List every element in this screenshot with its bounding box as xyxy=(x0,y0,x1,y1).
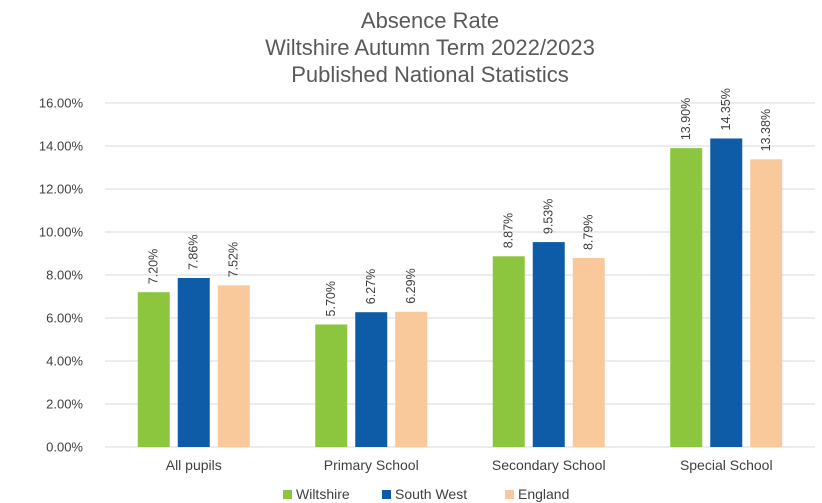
y-tick-label: 4.00% xyxy=(46,354,83,369)
y-tick-label: 14.00% xyxy=(39,139,84,154)
legend-swatch xyxy=(382,490,391,499)
y-tick-label: 12.00% xyxy=(39,182,84,197)
legend-label: South West xyxy=(395,486,467,502)
y-tick-label: 10.00% xyxy=(39,225,84,240)
data-label: 5.70% xyxy=(324,281,338,316)
data-label: 14.35% xyxy=(719,88,733,130)
y-axis-ticks: 0.00% 2.00% 4.00% 6.00% 8.00% 10.00% 12.00% 14.… xyxy=(39,96,84,455)
category-label: Primary School xyxy=(324,457,419,473)
data-labels: 7.20% 7.86% 7.52% 5.70% 6.27% 6.29% 8.87% 9.53%… xyxy=(147,88,774,316)
chart-title: Absence Rate Wiltshire Autumn Term 2022/… xyxy=(265,8,595,87)
legend-swatch xyxy=(283,490,292,499)
data-label: 7.52% xyxy=(227,242,241,277)
chart-title-line-1: Absence Rate xyxy=(361,8,499,33)
data-label: 9.53% xyxy=(542,199,556,234)
bar-england xyxy=(572,258,605,447)
data-label: 8.79% xyxy=(582,215,596,250)
y-tick-label: 6.00% xyxy=(46,311,83,326)
bar-england xyxy=(217,285,250,447)
bar-south-west xyxy=(355,312,388,447)
data-label: 13.38% xyxy=(759,109,773,151)
bar-wiltshire xyxy=(670,148,703,447)
legend: Wiltshire South West England xyxy=(283,486,569,502)
bar-wiltshire xyxy=(137,292,170,447)
data-label: 8.87% xyxy=(502,213,516,248)
bar-england xyxy=(750,159,783,447)
data-label: 13.90% xyxy=(679,98,693,140)
bars xyxy=(137,138,783,447)
bar-south-west xyxy=(710,138,743,447)
category-label: All pupils xyxy=(166,457,222,473)
legend-label: Wiltshire xyxy=(296,486,350,502)
bar-south-west xyxy=(177,278,210,447)
category-label: Secondary School xyxy=(492,457,606,473)
bar-england xyxy=(395,311,428,447)
chart-title-line-2: Wiltshire Autumn Term 2022/2023 xyxy=(265,35,595,60)
gridlines xyxy=(105,102,815,448)
legend-label: England xyxy=(518,486,569,502)
bar-wiltshire xyxy=(315,324,348,447)
bar-wiltshire xyxy=(492,256,525,447)
data-label: 6.27% xyxy=(364,269,378,304)
category-label: Special School xyxy=(680,457,773,473)
y-tick-label: 8.00% xyxy=(46,268,83,283)
legend-swatch xyxy=(505,490,514,499)
chart-title-line-3: Published National Statistics xyxy=(291,62,569,87)
bar-south-west xyxy=(532,242,565,447)
y-tick-label: 2.00% xyxy=(46,397,83,412)
data-label: 7.86% xyxy=(187,235,201,270)
data-label: 6.29% xyxy=(404,268,418,303)
y-tick-label: 0.00% xyxy=(46,440,83,455)
y-tick-label: 16.00% xyxy=(39,96,84,111)
x-axis-categories: All pupils Primary School Secondary School… xyxy=(166,457,773,473)
data-label: 7.20% xyxy=(147,249,161,284)
